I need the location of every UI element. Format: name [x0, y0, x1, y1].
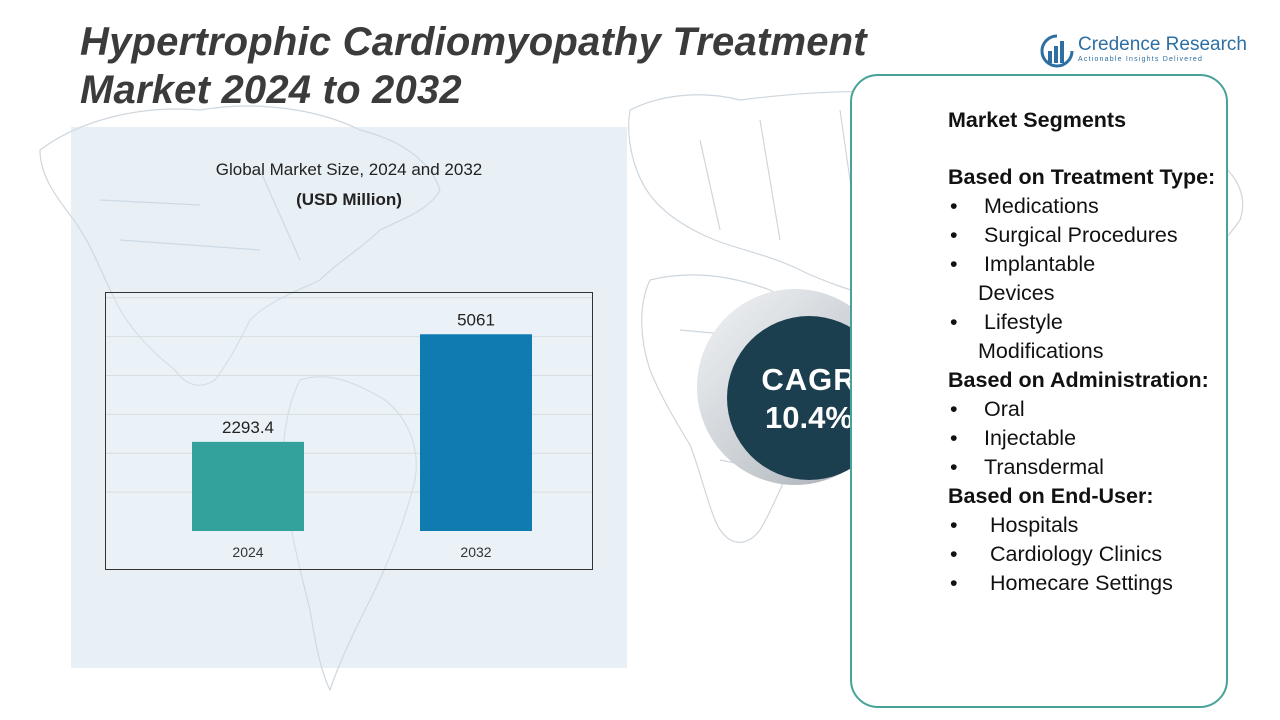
list-item-text: Oral [984, 397, 1025, 421]
bar-chart-frame: 2293.4 2024 5061 2032 [105, 292, 593, 570]
cagr-label: CAGR [761, 362, 857, 397]
segment-group-title-end-user: Based on End-User: [948, 484, 1154, 508]
list-item-text: Homecare Settings [990, 571, 1173, 595]
list-item: Hospitals [948, 511, 1228, 540]
bar-value-label: 5061 [457, 310, 495, 329]
segment-group-title-administration: Based on Administration: [948, 368, 1209, 392]
list-item-text: Transdermal [984, 455, 1104, 479]
bar-2032 [420, 334, 532, 531]
segment-list-treatment: Medications Surgical Procedures Implanta… [948, 192, 1228, 366]
list-item: Surgical Procedures [948, 221, 1228, 250]
cagr-value: 10.4% [765, 400, 853, 435]
bar-chart: 2293.4 2024 5061 2032 [106, 297, 592, 560]
segment-group-title-treatment: Based on Treatment Type: [948, 165, 1216, 189]
segment-list-end-user: Hospitals Cardiology Clinics Homecare Se… [948, 511, 1228, 598]
list-item-text: Lifestyle [984, 310, 1063, 334]
list-item: Medications [948, 192, 1228, 221]
logo-name: Credence Research [1078, 34, 1247, 55]
list-item-text: Medications [984, 194, 1099, 218]
list-item: Cardiology Clinics [948, 540, 1228, 569]
brand-logo: Credence Research Actionable Insights De… [1040, 32, 1260, 72]
list-item-text: Injectable [984, 426, 1077, 450]
page-title: Hypertrophic Cardiomyopathy Treatment Ma… [80, 18, 867, 114]
list-item-text-continued: Devices [978, 281, 1055, 305]
list-item: Injectable [948, 424, 1228, 453]
list-item: Homecare Settings [948, 569, 1228, 598]
list-item-text: Implantable [984, 252, 1096, 276]
page-title-line-2: Market 2024 to 2032 [80, 68, 462, 112]
chart-panel [71, 127, 627, 668]
x-tick-label: 2032 [460, 544, 491, 560]
segments-heading: Market Segments [948, 108, 1127, 132]
list-item: Lifestyle Modifications [948, 308, 1228, 366]
segment-list-administration: Oral Injectable Transdermal [948, 395, 1228, 482]
list-item: Transdermal [948, 453, 1228, 482]
bar-2024 [192, 441, 304, 531]
chart-unit-label: (USD Million) [296, 190, 402, 209]
list-item: Oral [948, 395, 1228, 424]
market-segments-content: Market Segments Based on Treatment Type:… [948, 106, 1228, 598]
logo-tagline: Actionable Insights Delivered [1078, 56, 1204, 63]
market-segments-panel: Market Segments Based on Treatment Type:… [850, 74, 1228, 708]
x-tick-label: 2024 [232, 544, 263, 560]
chart-title: Global Market Size, 2024 and 2032 [215, 160, 483, 179]
page-title-line-1: Hypertrophic Cardiomyopathy Treatment [80, 20, 867, 64]
bar-chart-logo-icon [1040, 34, 1074, 68]
list-item: Implantable Devices [948, 250, 1228, 308]
bar-value-label: 2293.4 [222, 418, 274, 437]
list-item-text: Surgical Procedures [984, 223, 1178, 247]
list-item-text: Hospitals [990, 513, 1079, 537]
list-item-text-continued: Modifications [978, 339, 1104, 363]
list-item-text: Cardiology Clinics [990, 542, 1163, 566]
